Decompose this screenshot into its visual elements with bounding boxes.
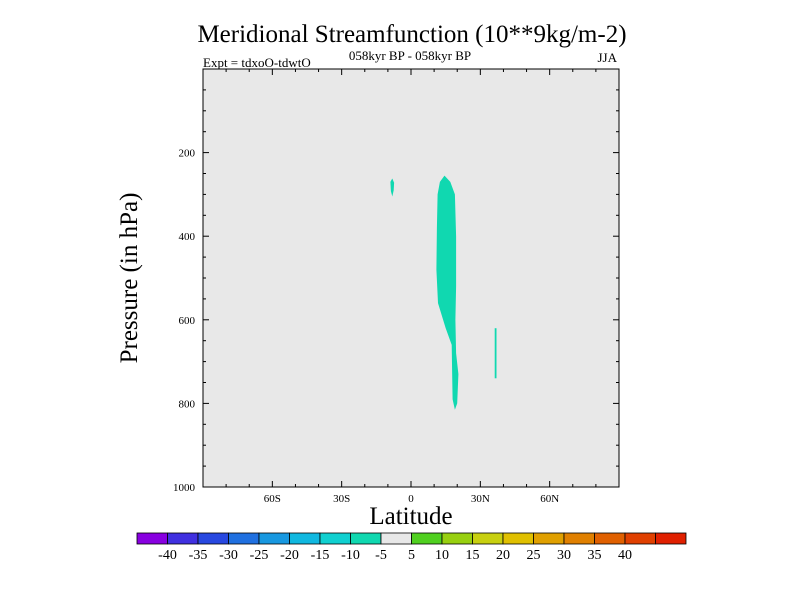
- colorbar-label: 35: [588, 548, 602, 563]
- x-tick-label: 60N: [540, 493, 559, 505]
- colorbar-label: -25: [250, 548, 269, 563]
- colorbar-swatch: [136, 532, 168, 545]
- y-tick-label: 600: [179, 315, 196, 327]
- x-tick-label: 30S: [333, 493, 350, 505]
- colorbar-label: -5: [375, 548, 387, 563]
- colorbar-swatch: [258, 532, 290, 545]
- chart-title: Meridional Streamfunction (10**9kg/m-2): [197, 21, 626, 48]
- colorbar-label: -35: [189, 548, 208, 563]
- colorbar-swatch: [594, 532, 626, 545]
- axis-ticks: 200 400 600 800 1000 60S 30S 0 30N 60N: [173, 69, 619, 505]
- x-tick-label: 60S: [264, 493, 281, 505]
- colorbar-label: 5: [408, 548, 415, 563]
- x-tick-label: 0: [408, 493, 414, 505]
- colorbar-swatch: [563, 532, 595, 545]
- colorbar-swatch: [350, 532, 382, 545]
- colorbar-label: -10: [341, 548, 360, 563]
- colorbar-label: 30: [557, 548, 571, 563]
- y-tick-label: 200: [179, 148, 196, 160]
- y-tick-label: 400: [179, 231, 196, 243]
- contour-region-1: [436, 175, 459, 410]
- colorbar-label: -40: [158, 548, 177, 563]
- colorbar-label: -20: [280, 548, 299, 563]
- colorbar-swatch: [197, 532, 229, 545]
- colorbar-swatch: [655, 532, 687, 545]
- colorbar-swatch: [411, 532, 443, 545]
- y-tick-label: 800: [179, 398, 196, 410]
- contour-region-3: [494, 328, 497, 379]
- colorbar-label: -15: [311, 548, 330, 563]
- contour-region-2: [390, 178, 395, 197]
- colorbar: -40 -35 -30 -25 -20 -15 -10 -5 5 10 15 20 25 30 35 40: [136, 532, 687, 563]
- colorbar-swatch: [472, 532, 504, 545]
- contour-regions: [390, 175, 497, 410]
- colorbar-swatch: [319, 532, 351, 545]
- y-tick-label: 1000: [173, 482, 196, 494]
- x-tick-label: 30N: [471, 493, 490, 505]
- colorbar-swatch: [624, 532, 656, 545]
- colorbar-swatch: [533, 532, 565, 545]
- chart-subtitle: 058kyr BP - 058kyr BP: [349, 48, 471, 63]
- y-axis-label: Pressure (in hPa): [116, 193, 143, 364]
- x-axis-label: Latitude: [369, 503, 452, 530]
- season-label: JJA: [597, 50, 617, 65]
- colorbar-label: 15: [466, 548, 480, 563]
- colorbar-swatch: [380, 532, 412, 545]
- colorbar-swatch: [167, 532, 199, 545]
- colorbar-label: 40: [618, 548, 632, 563]
- colorbar-swatch: [228, 532, 260, 545]
- colorbar-swatch: [441, 532, 473, 545]
- plot-area: [203, 69, 619, 487]
- colorbar-label: 10: [435, 548, 449, 563]
- colorbar-swatch: [502, 532, 534, 545]
- colorbar-label: 25: [527, 548, 541, 563]
- colorbar-label: -30: [219, 548, 238, 563]
- colorbar-label: 20: [496, 548, 510, 563]
- colorbar-swatch: [289, 532, 321, 545]
- experiment-label: Expt = tdxoO-tdwtO: [203, 55, 311, 70]
- plot-background: [203, 69, 619, 487]
